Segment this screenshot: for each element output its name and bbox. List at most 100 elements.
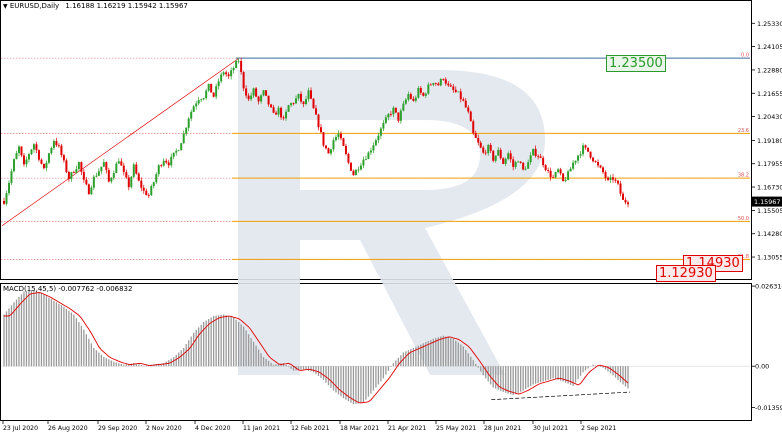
candle-bull bbox=[524, 168, 527, 170]
macd-tick-label: 0.026316 bbox=[755, 283, 782, 291]
candle-bear bbox=[322, 132, 325, 146]
candle-bear bbox=[160, 165, 163, 167]
candle-bull bbox=[252, 88, 255, 96]
candle-bear bbox=[145, 190, 148, 196]
candle-bear bbox=[464, 100, 467, 108]
candle-bear bbox=[265, 90, 268, 96]
candle-bear bbox=[292, 103, 295, 104]
candle-bull bbox=[399, 110, 402, 121]
candle-bull bbox=[290, 103, 293, 106]
candle-bull bbox=[334, 137, 337, 141]
candle-bear bbox=[492, 150, 495, 161]
candle-bull bbox=[15, 153, 18, 160]
candle-bull bbox=[527, 162, 530, 169]
candle-bull bbox=[90, 187, 93, 195]
candle-bear bbox=[342, 138, 345, 146]
candle-bull bbox=[557, 169, 560, 173]
candle-bull bbox=[332, 140, 335, 150]
candle-bear bbox=[587, 147, 590, 152]
candle-bull bbox=[45, 162, 48, 169]
candle-bull bbox=[190, 111, 193, 119]
date-tick-label: 23 Jul 2020 bbox=[3, 425, 38, 432]
candle-bear bbox=[107, 170, 110, 182]
candle-bull bbox=[100, 166, 103, 172]
candle-bull bbox=[387, 114, 390, 118]
candle-bear bbox=[537, 155, 540, 157]
candle-bear bbox=[137, 173, 140, 181]
candle-bear bbox=[245, 88, 248, 96]
candle-bull bbox=[197, 100, 200, 104]
candle-bear bbox=[125, 172, 128, 178]
dropdown-triangle-icon[interactable]: ▼ bbox=[3, 3, 8, 10]
candle-bull bbox=[369, 150, 372, 153]
candle-bull bbox=[424, 93, 427, 96]
fib-level-label: 23.6 bbox=[738, 128, 749, 134]
candle-bear bbox=[272, 107, 275, 113]
candle-bull bbox=[417, 88, 420, 98]
price-tick-label: 1.21655 bbox=[757, 90, 782, 98]
candle-bull bbox=[329, 149, 332, 154]
chart-header: ▼ EURUSD,Daily 1.16188 1.16219 1.15942 1… bbox=[3, 2, 188, 10]
candle-bull bbox=[215, 86, 218, 97]
candle-bull bbox=[70, 172, 73, 180]
candle-bull bbox=[414, 97, 417, 101]
price-tick-label: 1.13055 bbox=[757, 254, 782, 262]
date-tick-label: 11 Jan 2021 bbox=[243, 425, 280, 432]
candle-bear bbox=[327, 148, 330, 154]
price-tick-label: 1.16730 bbox=[757, 184, 782, 192]
candle-bear bbox=[302, 101, 305, 105]
candle-bull bbox=[494, 155, 497, 161]
candle-bear bbox=[474, 132, 477, 138]
candle-bear bbox=[614, 179, 617, 181]
candle-bear bbox=[394, 107, 397, 113]
ohlc-values: 1.16188 1.16219 1.15942 1.15967 bbox=[65, 2, 188, 10]
candle-bear bbox=[347, 153, 350, 163]
candle-bull bbox=[12, 159, 15, 172]
candle-bear bbox=[462, 99, 465, 101]
candle-bull bbox=[110, 177, 113, 182]
candle-bull bbox=[382, 122, 385, 129]
candle-bear bbox=[62, 155, 65, 161]
candle-bear bbox=[479, 142, 482, 148]
candle-bull bbox=[497, 149, 500, 156]
symbol-label: EURUSD,Daily bbox=[9, 2, 60, 10]
candle-bear bbox=[310, 90, 313, 99]
candle-bear bbox=[167, 162, 170, 166]
candle-bear bbox=[612, 177, 615, 180]
candle-bear bbox=[270, 104, 273, 108]
candle-bear bbox=[315, 108, 317, 115]
candle-bear bbox=[240, 60, 243, 73]
candle-bear bbox=[604, 172, 607, 178]
candle-bear bbox=[349, 162, 352, 171]
candle-bear bbox=[469, 111, 472, 122]
candle-bear bbox=[597, 161, 600, 166]
candle-bear bbox=[452, 86, 455, 90]
candle-bear bbox=[42, 163, 45, 169]
price-tick-label: 1.15505 bbox=[757, 207, 782, 215]
candle-bull bbox=[305, 99, 308, 105]
candle-bear bbox=[412, 98, 415, 101]
date-tick-label: 26 Aug 2020 bbox=[48, 425, 88, 432]
candle-bear bbox=[409, 94, 412, 99]
macd-layer bbox=[1, 290, 750, 405]
candle-bull bbox=[10, 171, 13, 183]
candle-bull bbox=[235, 61, 238, 69]
candle-bull bbox=[195, 103, 198, 107]
candle-bear bbox=[552, 177, 555, 179]
candle-bear bbox=[619, 183, 622, 194]
candle-bull bbox=[27, 154, 30, 160]
candle-bull bbox=[404, 99, 407, 104]
candle-bear bbox=[627, 202, 629, 205]
candle-bull bbox=[297, 93, 300, 99]
candle-bull bbox=[514, 162, 517, 167]
candle-bull bbox=[177, 150, 180, 152]
candle-bull bbox=[205, 90, 208, 99]
candle-bear bbox=[280, 107, 283, 118]
candle-bull bbox=[574, 160, 577, 163]
candle-bull bbox=[379, 128, 382, 136]
candle-bear bbox=[622, 193, 625, 200]
candle-bear bbox=[499, 149, 502, 159]
candle-bull bbox=[230, 70, 233, 77]
candle-bull bbox=[517, 161, 520, 163]
